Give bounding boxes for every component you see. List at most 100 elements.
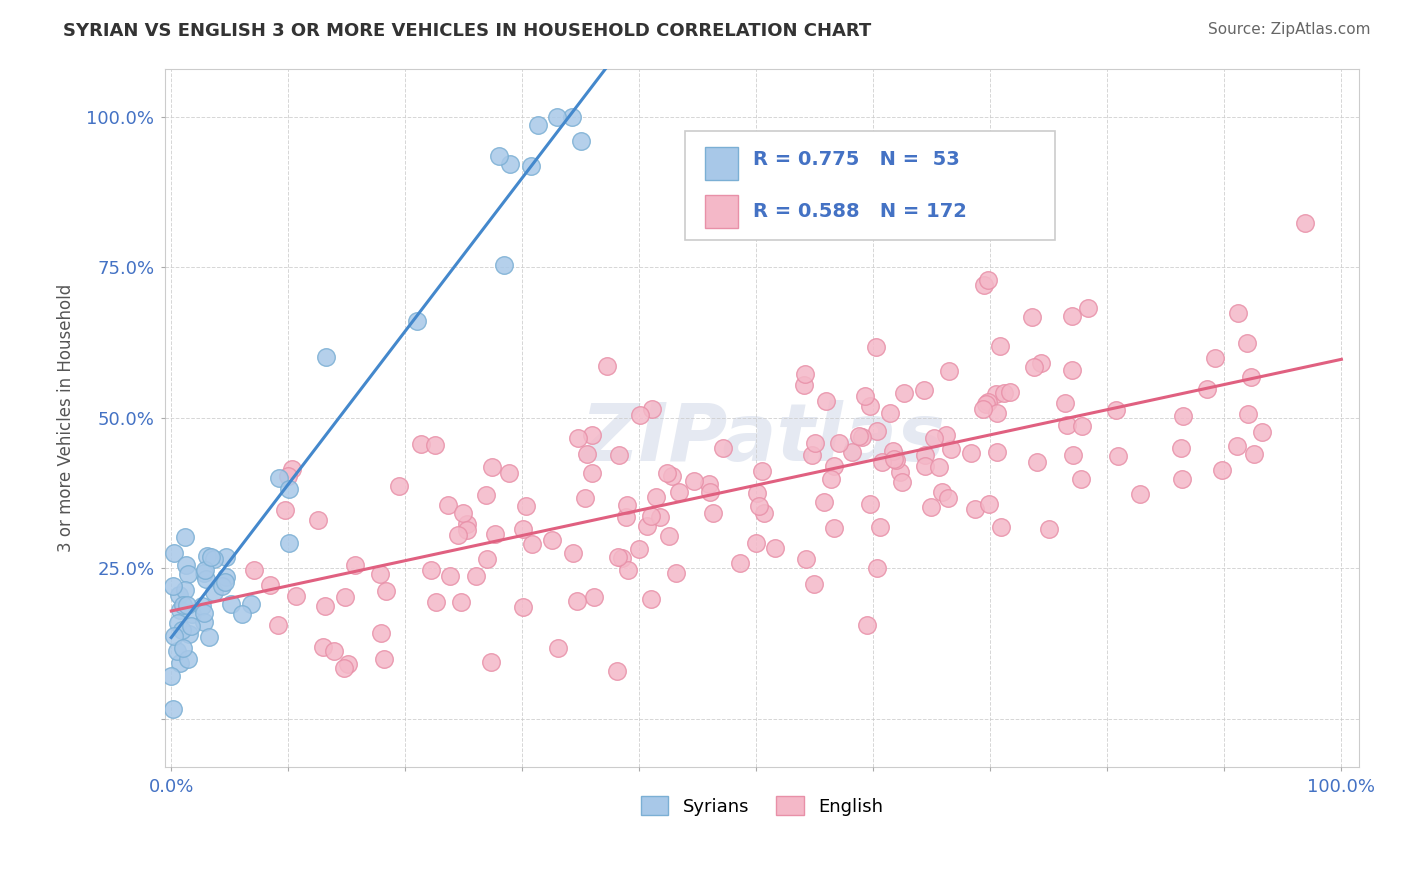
- Point: [194, 563, 217, 577]
- Point: [851, 430, 873, 444]
- Point: [520, 536, 543, 550]
- Point: [823, 458, 845, 473]
- Point: [1077, 301, 1099, 315]
- Point: [1243, 447, 1265, 461]
- Point: [745, 485, 768, 500]
- Bar: [704, 194, 738, 228]
- Point: [931, 484, 953, 499]
- Point: [990, 520, 1012, 534]
- Point: [1226, 439, 1249, 453]
- Point: [284, 589, 307, 603]
- Point: [614, 510, 637, 524]
- Point: [569, 134, 592, 148]
- Point: [576, 447, 599, 461]
- Point: [636, 518, 658, 533]
- Point: [820, 472, 842, 486]
- Text: R = 0.775   N =  53: R = 0.775 N = 53: [752, 150, 959, 169]
- Point: [1227, 306, 1250, 320]
- Point: [986, 445, 1008, 459]
- Point: [456, 523, 478, 537]
- Point: [512, 522, 534, 536]
- Point: [323, 644, 346, 658]
- Point: [193, 566, 215, 581]
- Point: [484, 527, 506, 541]
- Point: [215, 570, 238, 584]
- Point: [425, 595, 447, 609]
- Point: [312, 640, 335, 654]
- Point: [195, 549, 218, 563]
- Point: [1240, 370, 1263, 384]
- Point: [214, 574, 236, 589]
- Point: [912, 384, 935, 398]
- Point: [498, 157, 520, 171]
- Point: [180, 619, 202, 633]
- Point: [668, 484, 690, 499]
- Point: [405, 314, 427, 328]
- Point: [596, 359, 619, 373]
- Point: [1022, 359, 1045, 374]
- Point: [823, 521, 845, 535]
- Point: [990, 339, 1012, 353]
- Point: [965, 502, 987, 516]
- Point: [939, 442, 962, 457]
- Point: [793, 377, 815, 392]
- Point: [682, 474, 704, 488]
- Point: [1062, 363, 1084, 377]
- Text: R = 0.588   N = 172: R = 0.588 N = 172: [752, 202, 966, 221]
- Point: [641, 401, 664, 416]
- Point: [1211, 463, 1233, 477]
- Point: [481, 459, 503, 474]
- Point: [177, 566, 200, 581]
- Point: [1105, 403, 1128, 417]
- Point: [1170, 441, 1192, 455]
- Point: [606, 549, 628, 564]
- Point: [1294, 216, 1316, 230]
- Point: [409, 437, 432, 451]
- Point: [973, 277, 995, 292]
- Point: [193, 615, 215, 630]
- Point: [172, 641, 194, 656]
- Point: [848, 428, 870, 442]
- Point: [439, 568, 461, 582]
- Point: [1107, 450, 1129, 464]
- Point: [425, 438, 447, 452]
- Point: [447, 528, 470, 542]
- Point: [475, 488, 498, 502]
- Point: [648, 510, 671, 524]
- Point: [194, 572, 217, 586]
- Point: [974, 396, 997, 410]
- Point: [607, 449, 630, 463]
- Point: [177, 626, 200, 640]
- Point: [977, 394, 1000, 409]
- Point: [174, 530, 197, 544]
- Point: [661, 468, 683, 483]
- Point: [166, 644, 188, 658]
- Point: [498, 467, 520, 481]
- Point: [993, 385, 1015, 400]
- Point: [174, 558, 197, 573]
- Text: SYRIAN VS ENGLISH 3 OR MORE VEHICLES IN HOUSEHOLD CORRELATION CHART: SYRIAN VS ENGLISH 3 OR MORE VEHICLES IN …: [63, 22, 872, 40]
- Point: [269, 471, 291, 485]
- Point: [547, 640, 569, 655]
- Point: [702, 506, 724, 520]
- Point: [859, 497, 882, 511]
- Point: [922, 431, 945, 445]
- Point: [163, 546, 186, 560]
- Point: [370, 567, 392, 582]
- Point: [1070, 472, 1092, 486]
- Point: [512, 599, 534, 614]
- Point: [1021, 310, 1043, 325]
- Point: [972, 401, 994, 416]
- Point: [865, 340, 887, 354]
- Point: [870, 455, 893, 469]
- Point: [163, 629, 186, 643]
- Point: [1071, 419, 1094, 434]
- Point: [914, 448, 936, 462]
- Point: [202, 551, 225, 566]
- Point: [479, 655, 502, 669]
- Point: [1250, 425, 1272, 439]
- Point: [640, 591, 662, 606]
- Point: [160, 669, 183, 683]
- Point: [581, 427, 603, 442]
- Point: [1236, 407, 1258, 421]
